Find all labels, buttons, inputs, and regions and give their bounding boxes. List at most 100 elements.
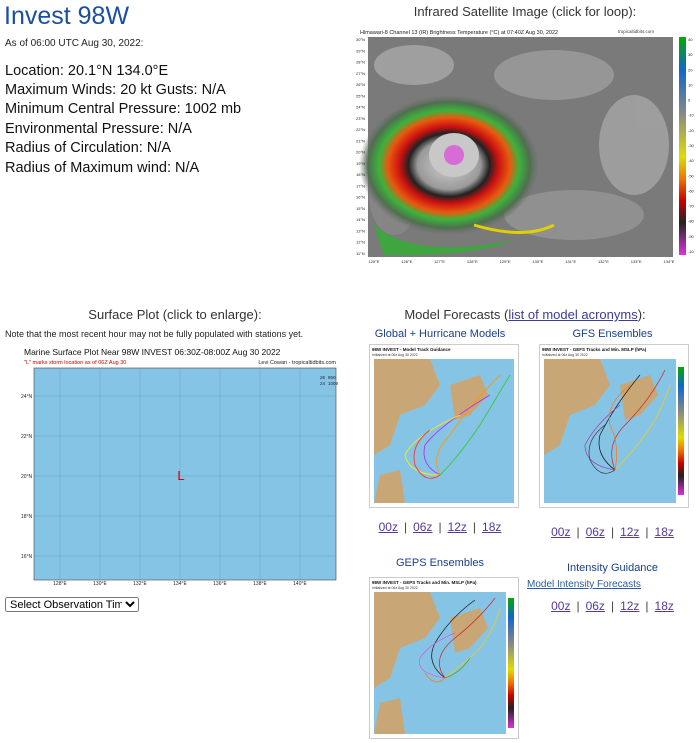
colorbar-tick-label: -70 [688, 204, 694, 209]
satellite-lon-label: 129°E [500, 259, 511, 264]
satellite-lat-label: 28°N [356, 60, 365, 65]
colorbar-tick-label: -90 [688, 234, 694, 239]
storm-env-pressure: Environmental Pressure: N/A [5, 121, 192, 137]
gfs-run-06z[interactable]: 06z [585, 525, 605, 539]
global-model-runs: 00z | 06z | 12z | 18z [378, 520, 502, 534]
model-track-thumbnail[interactable]: 98W INVEST - Model Track Guidance Initia… [369, 344, 519, 508]
satellite-lat-label: 15°N [356, 206, 365, 211]
satellite-lat-label: 20°N [356, 150, 365, 155]
station-dewpoint: 24 [320, 381, 326, 386]
gfs-model-runs: 00z | 06z | 12z | 18z [551, 525, 674, 539]
geps-ensemble-thumbnail[interactable]: 98W INVEST - GEPS Tracks and Min. MSLP (… [369, 577, 519, 739]
model-intensity-link-wrap: Model Intensity Forecasts [527, 579, 641, 590]
gfs-ensembles-title: GFS Ensembles [572, 328, 653, 340]
station-observation: 26 850 24 1009 [320, 375, 339, 386]
surface-lon-label: 140°E [293, 581, 307, 586]
intensity-run-18z[interactable]: 18z [654, 599, 674, 613]
surface-lon-label: 130°E [93, 581, 107, 586]
model-heading-suffix: ): [637, 307, 646, 322]
model-forecasts-heading: Model Forecasts (list of model acronyms)… [355, 307, 695, 322]
model-track-map: 98W INVEST - Model Track Guidance Initia… [372, 347, 514, 503]
satellite-lat-label: 29°N [356, 48, 365, 53]
storm-title: Invest 98W [4, 2, 130, 30]
surface-plot-title: Marine Surface Plot Near 98W INVEST 06:3… [24, 347, 281, 357]
global-run-12z[interactable]: 12z [447, 520, 467, 534]
colorbar-tick-label: -50 [688, 173, 694, 178]
gfs-run-00z[interactable]: 00z [551, 525, 571, 539]
satellite-lon-label: 132°E [598, 259, 609, 264]
surface-lat-label: 16°N [21, 554, 33, 560]
colorbar-tick-label: -20 [688, 128, 694, 133]
satellite-lon-label: 128°E [467, 259, 478, 264]
storm-location-marker: L [177, 468, 184, 483]
satellite-lat-label: 12°N [356, 240, 365, 245]
colorbar [679, 37, 686, 255]
satellite-lat-label: 25°N [356, 93, 365, 98]
model-intensity-forecasts-link[interactable]: Model Intensity Forecasts [527, 579, 641, 590]
intensity-run-06z[interactable]: 06z [585, 599, 605, 613]
intensity-run-00z[interactable]: 00z [551, 599, 571, 613]
storm-radius-max-wind: Radius of Maximum wind: N/A [5, 160, 200, 176]
intensity-model-runs: 00z | 06z | 12z | 18z [551, 599, 674, 613]
satellite-lat-label: 17°N [356, 183, 365, 188]
gfs-run-18z[interactable]: 18z [654, 525, 674, 539]
thumb2-caption: 98W INVEST - GEFS Tracks and Min. MSLP (… [542, 347, 647, 352]
thumb3-subtitle: Initialized at 06z Aug 30 2022 [372, 586, 418, 590]
colorbar-tick-label: 0 [688, 98, 691, 103]
satellite-lat-label: 30°N [356, 37, 365, 42]
station-pressure: 850 [328, 375, 336, 380]
geps-ensembles-title: GEPS Ensembles [395, 557, 485, 569]
surface-plot-subtitle: "L" marks storm location as of 06Z Aug 3… [24, 360, 126, 366]
intensity-run-12z[interactable]: 12z [620, 599, 640, 613]
global-models-title: Global + Hurricane Models [374, 328, 506, 340]
satellite-lon-label: 133°E [631, 259, 642, 264]
gfs-ensemble-thumbnail[interactable]: 98W INVEST - GEFS Tracks and Min. MSLP (… [539, 344, 689, 508]
surface-plot-link[interactable]: Marine Surface Plot Near 98W INVEST 06:3… [20, 346, 342, 587]
storm-min-pressure: Minimum Central Pressure: 1002 mb [5, 101, 242, 117]
satellite-lat-label: 18°N [356, 172, 365, 177]
surface-lat-label: 20°N [21, 474, 33, 480]
observation-time-select[interactable]: Select Observation Time... [5, 597, 139, 612]
surface-plot: Marine Surface Plot Near 98W INVEST 06:3… [20, 346, 342, 587]
model-heading-text: Model Forecasts ( [404, 307, 509, 322]
gfs-run-12z[interactable]: 12z [620, 525, 640, 539]
satellite-lat-label: 26°N [356, 82, 365, 87]
global-run-00z[interactable]: 00z [378, 520, 398, 534]
surface-lon-label: 128°E [53, 581, 67, 586]
satellite-lat-label: 14°N [356, 217, 365, 222]
surface-lon-label: 138°E [253, 581, 267, 586]
global-run-06z[interactable]: 06z [413, 520, 433, 534]
surface-lat-label: 18°N [21, 514, 33, 520]
colorbar-tick-label: -80 [688, 219, 694, 224]
satellite-lat-label: 27°N [356, 71, 365, 76]
colorbar-tick-label: -60 [688, 188, 694, 193]
satellite-image-link[interactable]: Himawari-8 Channel 13 (IR) Brightness Te… [354, 25, 697, 265]
colorbar-tick-label: -100 [688, 249, 694, 254]
satellite-lon-label: 134°E [664, 259, 675, 264]
surface-lon-label: 134°E [173, 581, 187, 586]
as-of-timestamp: As of 06:00 UTC Aug 30, 2022: [5, 38, 144, 49]
satellite-lat-label: 21°N [356, 138, 365, 143]
satellite-heading: Infrared Satellite Image (click for loop… [413, 4, 637, 19]
surface-plot-credit: Levi Cowan - tropicaltidbits.com [258, 360, 336, 366]
satellite-caption: Himawari-8 Channel 13 (IR) Brightness Te… [360, 30, 558, 36]
intensity-guidance-title: Intensity Guidance [566, 562, 659, 574]
thumb2-subtitle: Initialized at 06z Aug 30 2022 [542, 353, 588, 357]
colorbar-tick-label: 10 [688, 82, 693, 87]
thumb1-subtitle: Initialized at 06z Aug 30 2022 [372, 353, 418, 357]
colorbar-tick-label: 30 [688, 52, 693, 57]
geps-ensemble-map: 98W INVEST - GEPS Tracks and Min. MSLP (… [372, 580, 514, 734]
station-temp: 26 [320, 375, 326, 380]
surface-lon-label: 136°E [213, 581, 227, 586]
model-acronyms-link[interactable]: list of model acronyms [508, 307, 638, 322]
surface-note: Note that the most recent hour may not b… [5, 329, 304, 339]
colorbar-tick-label: -40 [688, 158, 694, 163]
thumb3-caption: 98W INVEST - GEPS Tracks and Min. MSLP (… [372, 580, 477, 585]
satellite-lat-label: 24°N [356, 105, 365, 110]
satellite-lat-label: 13°N [356, 228, 365, 233]
thumb1-caption: 98W INVEST - Model Track Guidance [372, 347, 451, 352]
global-run-18z[interactable]: 18z [482, 520, 502, 534]
satellite-lon-label: 126°E [401, 259, 412, 264]
satellite-lat-label: 11°N [356, 251, 365, 256]
satellite-credit: tropicaltidbits.com [618, 29, 654, 34]
